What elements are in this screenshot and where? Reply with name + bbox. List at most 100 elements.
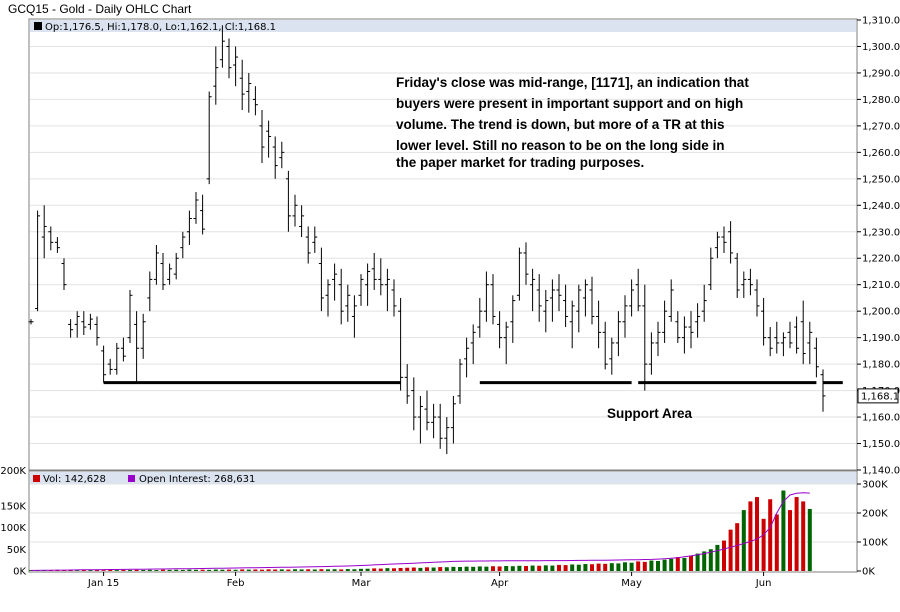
ohlc-bar	[279, 141, 285, 169]
ohlc-bar	[589, 276, 595, 325]
volume-bar	[484, 566, 489, 571]
volume-bar	[616, 563, 621, 571]
ohlc-bar	[252, 86, 258, 116]
volume-panel-frame	[28, 470, 858, 573]
ohlc-bar	[87, 313, 93, 330]
volume-bar	[154, 569, 159, 571]
volume-bar	[656, 560, 660, 571]
ohlc-bar	[602, 321, 608, 370]
ohlc-bar	[186, 210, 192, 245]
ohlc-bar	[497, 311, 503, 349]
ohlc-bar	[794, 316, 800, 354]
volume-legend-band	[30, 472, 856, 484]
ohlc-bar	[299, 205, 305, 238]
volume-bar	[517, 565, 522, 571]
price-tick-label: 1,240.0	[862, 201, 900, 212]
volume-bar	[147, 569, 152, 571]
volume-bar	[781, 490, 786, 571]
ohlc-bar	[219, 25, 225, 68]
ohlc-bar	[490, 274, 496, 325]
volume-right-tick-label: 200K	[862, 509, 888, 520]
ohlc-bar	[358, 274, 364, 306]
x-tick-label: May	[621, 578, 642, 589]
volume-bar	[101, 570, 106, 571]
volume-bar	[95, 569, 99, 571]
chart-title: GCQ15 - Gold - Daily OHLC Chart	[8, 2, 192, 16]
ohlc-bar	[477, 297, 483, 338]
volume-bar	[438, 567, 443, 571]
price-tick-label: 1,140.0	[862, 466, 900, 477]
ohlc-bar	[662, 300, 668, 343]
commentary-line-2: buyers were present in important support…	[396, 96, 743, 111]
ohlc-bar	[523, 242, 529, 285]
price-panel-frame	[28, 18, 858, 471]
ohlc-bar	[41, 205, 47, 259]
volume-bars	[29, 490, 812, 571]
ohlc-bar	[675, 311, 681, 343]
ohlc-bar	[272, 136, 278, 179]
volume-bar	[794, 497, 799, 571]
volume-bar	[319, 569, 324, 571]
price-tick-label: 1,160.0	[862, 413, 900, 424]
volume-bar	[286, 569, 291, 571]
ohlc-bar	[510, 295, 516, 343]
volume-bar	[81, 569, 86, 571]
commentary-line-1: Friday's close was mid-range, [1171], an…	[396, 75, 749, 90]
volume-bar	[398, 567, 403, 571]
volume-left-tick-label: 200K	[0, 466, 26, 477]
volume-bar	[662, 559, 667, 571]
ohlc-bar	[714, 231, 720, 259]
volume-bar	[761, 518, 766, 571]
volume-bar	[187, 569, 192, 571]
price-tick-label: 1,280.0	[862, 95, 900, 106]
volume-bar	[543, 565, 548, 571]
volume-bar	[590, 564, 594, 571]
volume-bar	[392, 568, 396, 571]
ohlc-bar	[404, 364, 410, 404]
price-tick-label: 1,270.0	[862, 121, 900, 132]
volume-bar	[788, 510, 792, 571]
volume-left-tick-label: 100K	[0, 523, 26, 534]
support-area-label: Support Area	[607, 406, 692, 421]
ohlc-bar	[543, 290, 549, 333]
volume-bar	[359, 568, 363, 571]
ohlc-bar	[444, 417, 450, 455]
ohlc-bar	[398, 297, 404, 391]
volume-bar	[748, 501, 753, 571]
ohlc-bar	[820, 369, 826, 412]
volume-bar	[708, 549, 713, 571]
ohlc-bar	[695, 303, 701, 338]
volume-bar	[332, 569, 337, 571]
ohlc-bar	[549, 279, 555, 322]
ohlc-bar	[266, 120, 272, 158]
ohlc-bar	[800, 300, 806, 365]
volume-bar	[108, 569, 113, 571]
volume-bar	[524, 565, 528, 571]
volume-bar	[609, 563, 614, 571]
ohlc-bar	[226, 38, 232, 79]
ohlc-bar	[239, 59, 245, 110]
volume-bar	[114, 570, 119, 571]
volume-bar	[629, 562, 634, 571]
price-tick-label: 1,250.0	[862, 174, 900, 185]
volume-bar	[491, 566, 495, 571]
price-tick-label: 1,150.0	[862, 439, 900, 450]
volume-bar	[458, 566, 462, 571]
volume-bar	[755, 497, 759, 571]
volume-bar	[623, 562, 627, 571]
ohlc-bar	[120, 337, 126, 362]
ohlc-bar	[180, 231, 186, 259]
commentary-line-3: volume. The trend is down, but more of a…	[396, 117, 725, 132]
ohlc-bar	[642, 284, 648, 391]
ohlc-bar	[246, 72, 252, 113]
x-tick-label: Jun	[755, 578, 772, 589]
ohlc-bar	[147, 271, 153, 312]
volume-bar	[728, 529, 733, 571]
ohlc-bar	[516, 247, 522, 301]
volume-bar	[293, 569, 297, 571]
volume-bar	[451, 566, 456, 571]
volume-bar	[161, 569, 165, 571]
ohlc-bar	[206, 91, 212, 185]
ohlc-bar	[200, 194, 206, 235]
volume-bar	[689, 555, 693, 571]
